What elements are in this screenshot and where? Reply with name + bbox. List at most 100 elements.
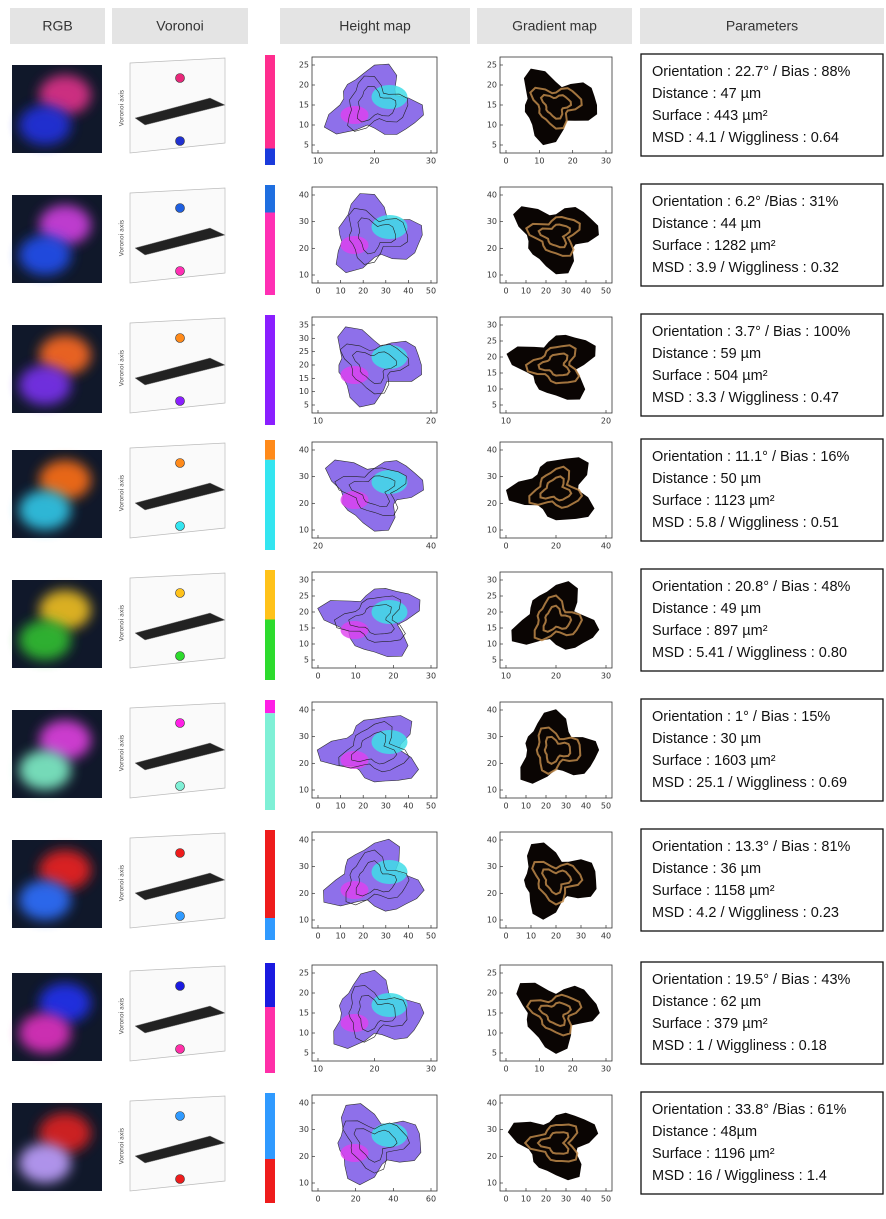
- voronoi-axis-label: Voronoi axis: [119, 1128, 126, 1164]
- contour: [348, 985, 408, 1043]
- y-tick-label: 25: [299, 61, 309, 70]
- color-bar-segment: [265, 963, 275, 1007]
- gradient-ridge: [537, 223, 571, 249]
- voronoi-box: [129, 442, 226, 539]
- x-tick-label: 10: [336, 287, 346, 296]
- rgb-cell: [19, 490, 71, 530]
- parameter-line: MSD : 5.8 / Wiggliness : 0.51: [652, 515, 839, 531]
- x-tick-label: 30: [381, 802, 391, 811]
- height-peak: [371, 860, 408, 884]
- color-bar-segment: [265, 212, 275, 295]
- y-tick-label: 30: [487, 576, 497, 585]
- y-tick-label: 30: [487, 862, 497, 871]
- y-tick-label: 20: [299, 608, 309, 617]
- x-tick-label: 10: [501, 417, 511, 426]
- y-tick-label: 25: [299, 969, 309, 978]
- contour: [339, 343, 410, 395]
- x-tick-label: 0: [503, 157, 508, 166]
- parameter-line: Distance : 50 µm: [652, 471, 761, 487]
- color-bar-segment: [265, 700, 275, 714]
- x-tick-label: 0: [315, 287, 320, 296]
- parameter-line: MSD : 25.1 / Wiggliness : 0.69: [652, 775, 847, 791]
- y-tick-label: 15: [299, 374, 309, 383]
- y-tick-label: 30: [299, 576, 309, 585]
- y-tick-label: 10: [299, 387, 309, 396]
- parameter-line: MSD : 16 / Wiggliness : 1.4: [652, 1168, 827, 1184]
- rgb-cell: [19, 1013, 71, 1053]
- gradient-ridge: [523, 1123, 579, 1163]
- parameter-line: Distance : 49 µm: [652, 601, 761, 617]
- parameter-line: Orientation : 22.7° / Bias : 88%: [652, 64, 851, 80]
- rgb-cell: [39, 983, 91, 1023]
- y-tick-label: 10: [299, 121, 309, 130]
- y-tick-label: 35: [299, 321, 309, 330]
- voronoi-plane: [134, 482, 226, 511]
- y-tick-label: 30: [299, 334, 309, 343]
- voronoi-dot: [175, 848, 185, 858]
- rgb-image: [12, 840, 102, 928]
- voronoi-dot: [175, 1174, 185, 1184]
- x-tick-label: 0: [503, 932, 508, 941]
- y-tick-label: 20: [487, 989, 497, 998]
- x-tick-label: 20: [358, 287, 368, 296]
- voronoi-plane: [134, 872, 226, 901]
- x-tick-label: 0: [503, 287, 508, 296]
- height-peak: [371, 345, 408, 369]
- x-tick-label: 0: [503, 1195, 508, 1204]
- parameter-line: Surface : 443 µm²: [652, 108, 768, 124]
- color-bar-segment: [265, 55, 275, 149]
- y-tick-label: 10: [299, 526, 309, 535]
- parameters-box: [640, 183, 884, 287]
- y-tick-label: 10: [487, 640, 497, 649]
- parameter-line: Surface : 1282 µm²: [652, 238, 776, 254]
- y-tick-label: 10: [487, 526, 497, 535]
- plot-frame: [311, 441, 438, 539]
- rgb-cell: [19, 235, 71, 275]
- parameter-line: Surface : 379 µm²: [652, 1016, 768, 1032]
- y-tick-label: 20: [299, 889, 309, 898]
- rgb-cell: [19, 365, 71, 405]
- rgb-image: [12, 1103, 102, 1191]
- voronoi-dot: [175, 911, 185, 921]
- rgb-image: [12, 973, 102, 1061]
- y-tick-label: 5: [492, 1049, 497, 1058]
- x-tick-label: 30: [601, 672, 611, 681]
- parameter-line: Orientation : 6.2° /Bias : 31%: [652, 194, 838, 210]
- color-bar-segment: [265, 440, 275, 460]
- parameter-line: Surface : 1158 µm²: [652, 883, 775, 899]
- x-tick-label: 20: [358, 802, 368, 811]
- gradient-ridge: [541, 868, 573, 896]
- y-tick-label: 20: [487, 889, 497, 898]
- x-tick-label: 40: [403, 287, 413, 296]
- contour: [345, 849, 410, 906]
- x-tick-label: 10: [534, 157, 544, 166]
- y-tick-label: 40: [487, 706, 497, 715]
- voronoi-dot: [175, 651, 185, 661]
- plot-frame: [499, 1094, 613, 1192]
- voronoi-axis-label: Voronoi axis: [119, 735, 126, 771]
- voronoi-dot: [175, 521, 185, 531]
- x-tick-label: 20: [601, 417, 611, 426]
- voronoi-dot: [175, 718, 185, 728]
- y-tick-label: 30: [299, 732, 309, 741]
- y-tick-label: 5: [304, 401, 309, 410]
- x-tick-label: 0: [315, 802, 320, 811]
- y-tick-label: 5: [304, 1049, 309, 1058]
- x-tick-label: 20: [541, 1195, 551, 1204]
- x-tick-label: 10: [521, 1195, 531, 1204]
- y-tick-label: 10: [299, 271, 309, 280]
- color-bar-segment: [265, 315, 275, 425]
- parameter-line: Distance : 36 µm: [652, 861, 761, 877]
- parameter-line: Orientation : 13.3° / Bias : 81%: [652, 839, 851, 855]
- x-tick-label: 30: [381, 287, 391, 296]
- y-tick-label: 30: [487, 472, 497, 481]
- y-tick-label: 25: [487, 337, 497, 346]
- plot-frame: [499, 186, 613, 284]
- gradient-ridge: [542, 604, 573, 633]
- plot-frame: [311, 1094, 438, 1192]
- height-peak: [340, 1014, 369, 1032]
- y-tick-label: 20: [487, 244, 497, 253]
- voronoi-dot: [175, 396, 185, 406]
- rgb-image: [12, 325, 102, 413]
- x-tick-label: 20: [551, 542, 561, 551]
